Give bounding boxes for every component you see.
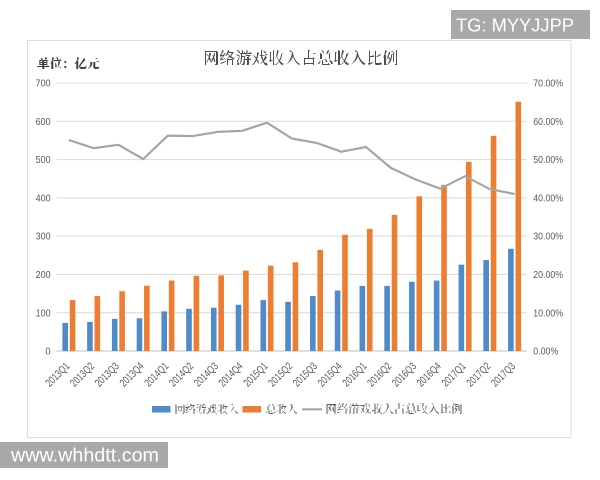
- svg-text:60.00%: 60.00%: [533, 117, 563, 128]
- svg-text:www.whhdtt.com: www.whhdtt.com: [10, 445, 159, 467]
- svg-text:600: 600: [36, 117, 51, 128]
- svg-text:0: 0: [45, 347, 50, 358]
- svg-text:500: 500: [36, 155, 51, 166]
- svg-text:TG: MYYJJPP: TG: MYYJJPP: [456, 15, 574, 36]
- svg-text:200: 200: [36, 270, 51, 281]
- svg-text:100: 100: [36, 308, 51, 319]
- svg-text:30.00%: 30.00%: [533, 232, 563, 243]
- svg-text:400: 400: [36, 194, 51, 205]
- svg-text:300: 300: [36, 232, 51, 243]
- svg-text:70.00%: 70.00%: [533, 79, 563, 90]
- svg-text:20.00%: 20.00%: [533, 270, 563, 281]
- svg-text:700: 700: [36, 79, 51, 90]
- svg-text:50.00%: 50.00%: [533, 155, 563, 166]
- svg-text:10.00%: 10.00%: [533, 308, 563, 319]
- svg-text:0.00%: 0.00%: [533, 347, 558, 358]
- svg-text:40.00%: 40.00%: [533, 194, 563, 205]
